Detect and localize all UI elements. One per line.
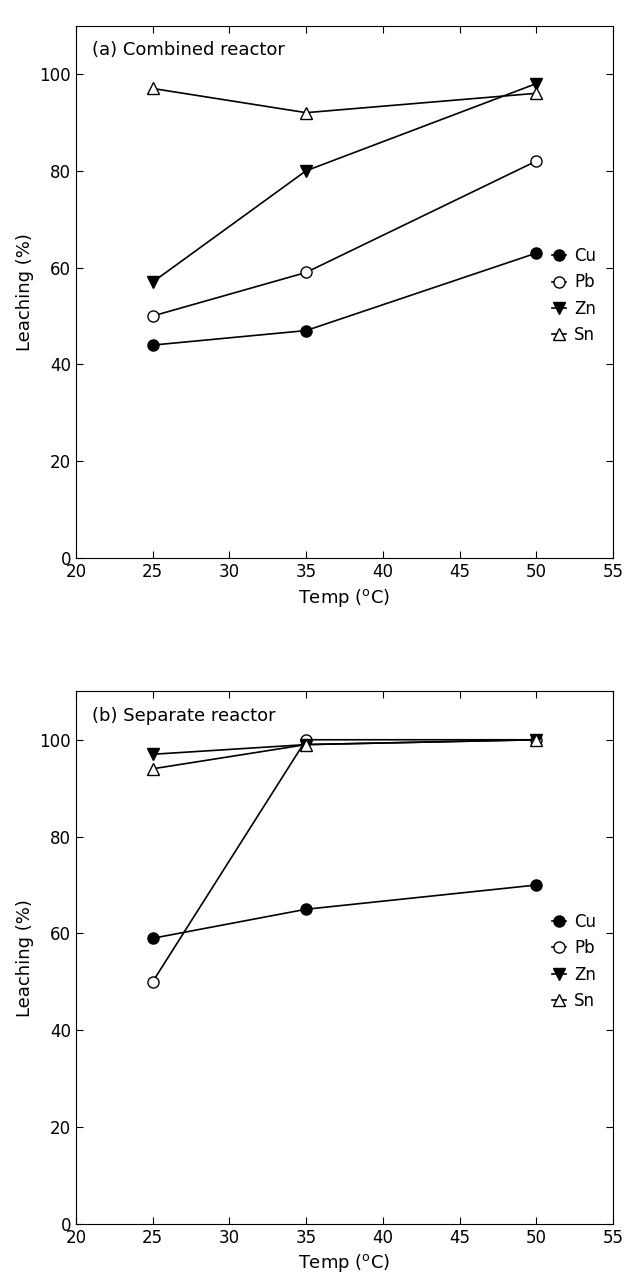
Line: Cu: Cu xyxy=(147,880,542,944)
Zn xyxy=(302,163,310,179)
Cu xyxy=(533,246,540,261)
Y-axis label: Leaching (%): Leaching (%) xyxy=(16,233,33,351)
Pb xyxy=(149,974,156,989)
Cu xyxy=(149,338,156,353)
Text: (a) Combined reactor: (a) Combined reactor xyxy=(92,42,285,60)
Zn xyxy=(533,732,540,747)
X-axis label: Temp ($\mathregular{^o}$C): Temp ($\mathregular{^o}$C) xyxy=(298,586,391,608)
Line: Zn: Zn xyxy=(147,78,542,288)
Line: Sn: Sn xyxy=(147,83,542,119)
Pb xyxy=(533,732,540,747)
Legend: Cu, Pb, Zn, Sn: Cu, Pb, Zn, Sn xyxy=(549,244,599,347)
Zn xyxy=(533,76,540,92)
Line: Sn: Sn xyxy=(147,734,542,774)
Line: Pb: Pb xyxy=(147,156,542,321)
Zn xyxy=(302,737,310,752)
Cu xyxy=(302,901,310,917)
Legend: Cu, Pb, Zn, Sn: Cu, Pb, Zn, Sn xyxy=(549,909,599,1014)
X-axis label: Temp ($\mathregular{^o}$C): Temp ($\mathregular{^o}$C) xyxy=(298,1252,391,1275)
Cu xyxy=(149,931,156,946)
Sn xyxy=(302,105,310,120)
Sn xyxy=(149,761,156,776)
Sn xyxy=(533,85,540,101)
Sn xyxy=(149,80,156,96)
Pb xyxy=(149,309,156,324)
Pb xyxy=(302,732,310,747)
Line: Zn: Zn xyxy=(147,734,542,760)
Pb xyxy=(533,153,540,168)
Cu xyxy=(302,323,310,338)
Y-axis label: Leaching (%): Leaching (%) xyxy=(16,899,33,1016)
Text: (b) Separate reactor: (b) Separate reactor xyxy=(92,708,276,725)
Pb xyxy=(302,265,310,280)
Line: Pb: Pb xyxy=(147,734,542,987)
Sn xyxy=(533,732,540,747)
Zn xyxy=(149,747,156,762)
Cu xyxy=(533,877,540,892)
Line: Cu: Cu xyxy=(147,247,542,351)
Sn xyxy=(302,737,310,752)
Zn xyxy=(149,274,156,289)
